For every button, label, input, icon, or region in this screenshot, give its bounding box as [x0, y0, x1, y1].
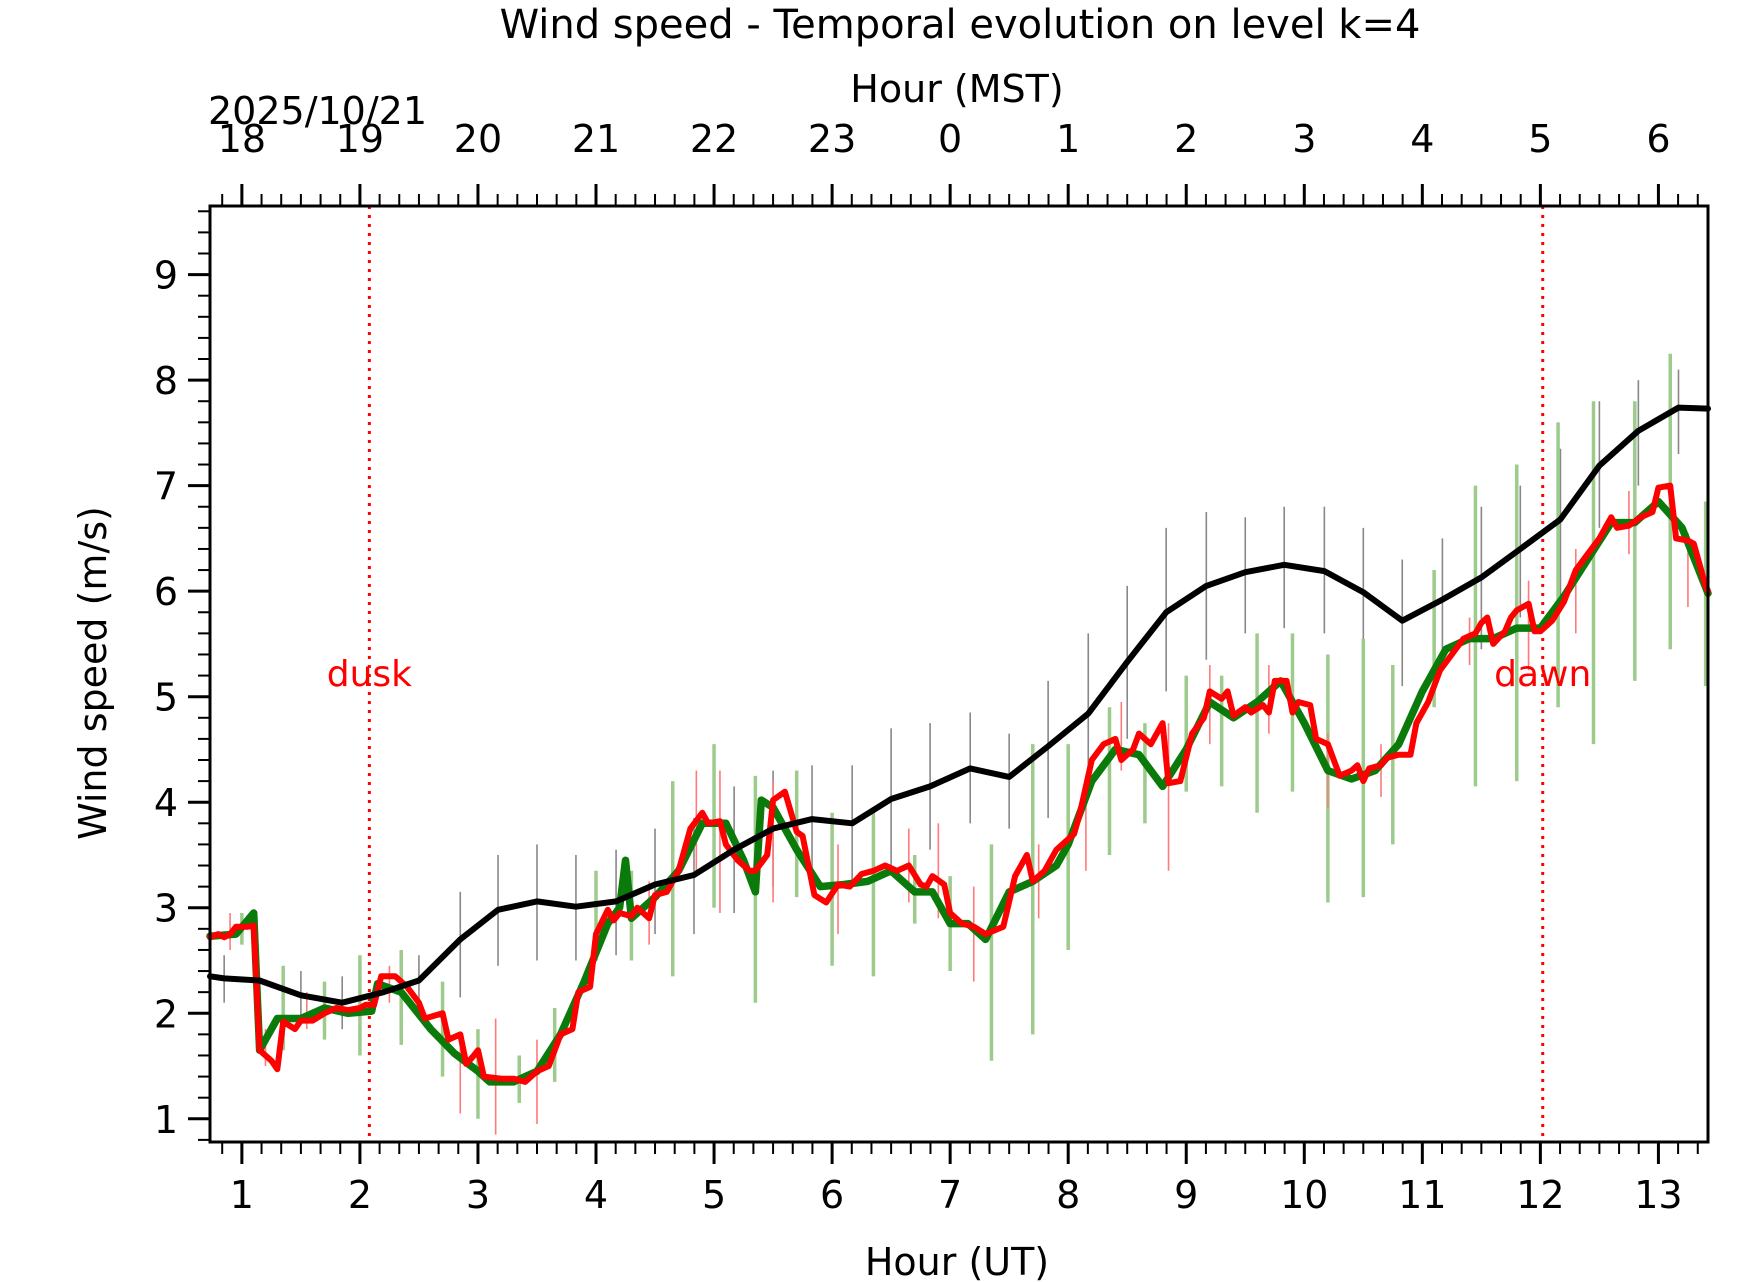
x-tick-label: 1: [230, 1173, 254, 1217]
y-tick-label: 7: [154, 465, 178, 509]
x-tick-label: 11: [1398, 1173, 1446, 1217]
x2-tick-label: 21: [572, 117, 620, 161]
y-axis-label: Wind speed (m/s): [71, 506, 115, 840]
y-tick-label: 8: [154, 359, 178, 403]
x2-tick-label: 20: [454, 117, 502, 161]
x-tick-label: 13: [1634, 1173, 1682, 1217]
x2-tick-label: 19: [336, 117, 384, 161]
x-tick-label: 4: [584, 1173, 608, 1217]
dawn-label: dawn: [1494, 654, 1591, 695]
x2-tick-label: 4: [1410, 117, 1434, 161]
plot-frame: [208, 204, 1710, 1144]
x2-tick-label: 18: [218, 117, 266, 161]
x-tick-label: 12: [1516, 1173, 1564, 1217]
x-tick-label: 3: [466, 1173, 490, 1217]
date-label: 2025/10/21: [208, 89, 427, 133]
x2-tick-label: 22: [690, 117, 738, 161]
y-tick-label: 6: [154, 570, 178, 614]
x2-tick-label: 0: [938, 117, 962, 161]
y-tick-label: 1: [154, 1098, 178, 1142]
x2-tick-label: 3: [1292, 117, 1316, 161]
y-tick-label: 9: [154, 254, 178, 298]
x2-tick-label: 1: [1056, 117, 1080, 161]
series-lines: [206, 404, 1712, 1086]
x2-tick-label: 2: [1174, 117, 1198, 161]
x-tick-label: 6: [820, 1173, 844, 1217]
x-tick-label: 9: [1174, 1173, 1198, 1217]
event-lines: dusk dawn: [327, 206, 1591, 1142]
x2-tick-label: 6: [1646, 117, 1670, 161]
y-tick-label: 3: [154, 887, 178, 931]
chart-title: Wind speed - Temporal evolution on level…: [500, 2, 1421, 48]
x-tick-label: 2: [348, 1173, 372, 1217]
dusk-label: dusk: [327, 654, 412, 695]
x-tick-label: 10: [1280, 1173, 1328, 1217]
x-axis-label: Hour (UT): [865, 1240, 1049, 1282]
y-tick-label: 5: [154, 676, 178, 720]
x2-tick-label: 23: [808, 117, 856, 161]
x-tick-label: 5: [702, 1173, 726, 1217]
y-tick-label: 2: [154, 992, 178, 1036]
x2-axis-label: Hour (MST): [850, 67, 1063, 111]
x-tick-label: 7: [938, 1173, 962, 1217]
series-line: [206, 497, 1712, 1086]
x2-tick-label: 5: [1528, 117, 1552, 161]
x-tick-label: 8: [1056, 1173, 1080, 1217]
y-tick-label: 4: [154, 781, 178, 825]
series-line: [207, 482, 1711, 1085]
series-line: [207, 404, 1711, 1006]
